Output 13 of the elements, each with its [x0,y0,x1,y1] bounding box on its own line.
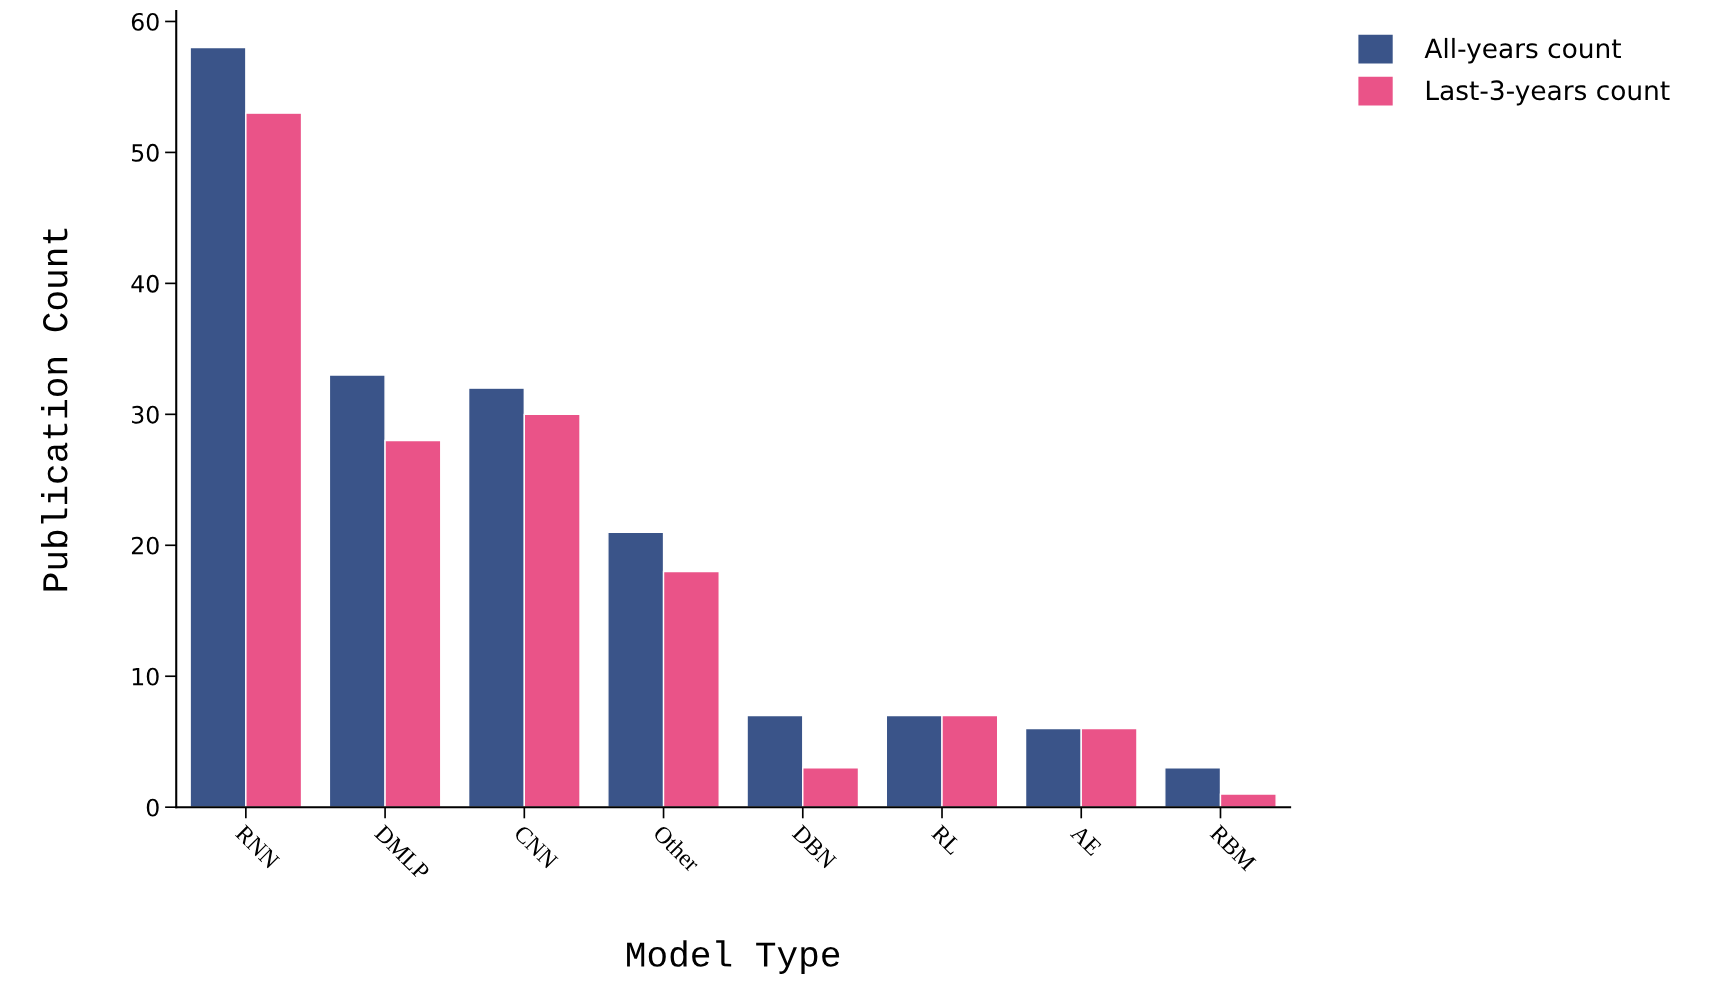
y-tick-label: 50 [132,143,159,162]
y-tick-label: 0 [146,798,159,817]
y-tick-label: 30 [132,405,159,424]
x-tick-label: RL [930,824,962,856]
y-tick-label: 10 [132,667,159,686]
y-tick-label: 60 [131,12,159,31]
legend-label: All-years count [1424,37,1621,64]
legend-label: Last-3-years count [1426,80,1670,106]
x-axis-title: Model Type [627,940,840,974]
y-axis-title: Publication Count [41,228,68,591]
y-tick-label: 40 [131,274,159,293]
x-tick-label: AE [1069,823,1103,857]
y-tick-label: 20 [131,536,159,555]
